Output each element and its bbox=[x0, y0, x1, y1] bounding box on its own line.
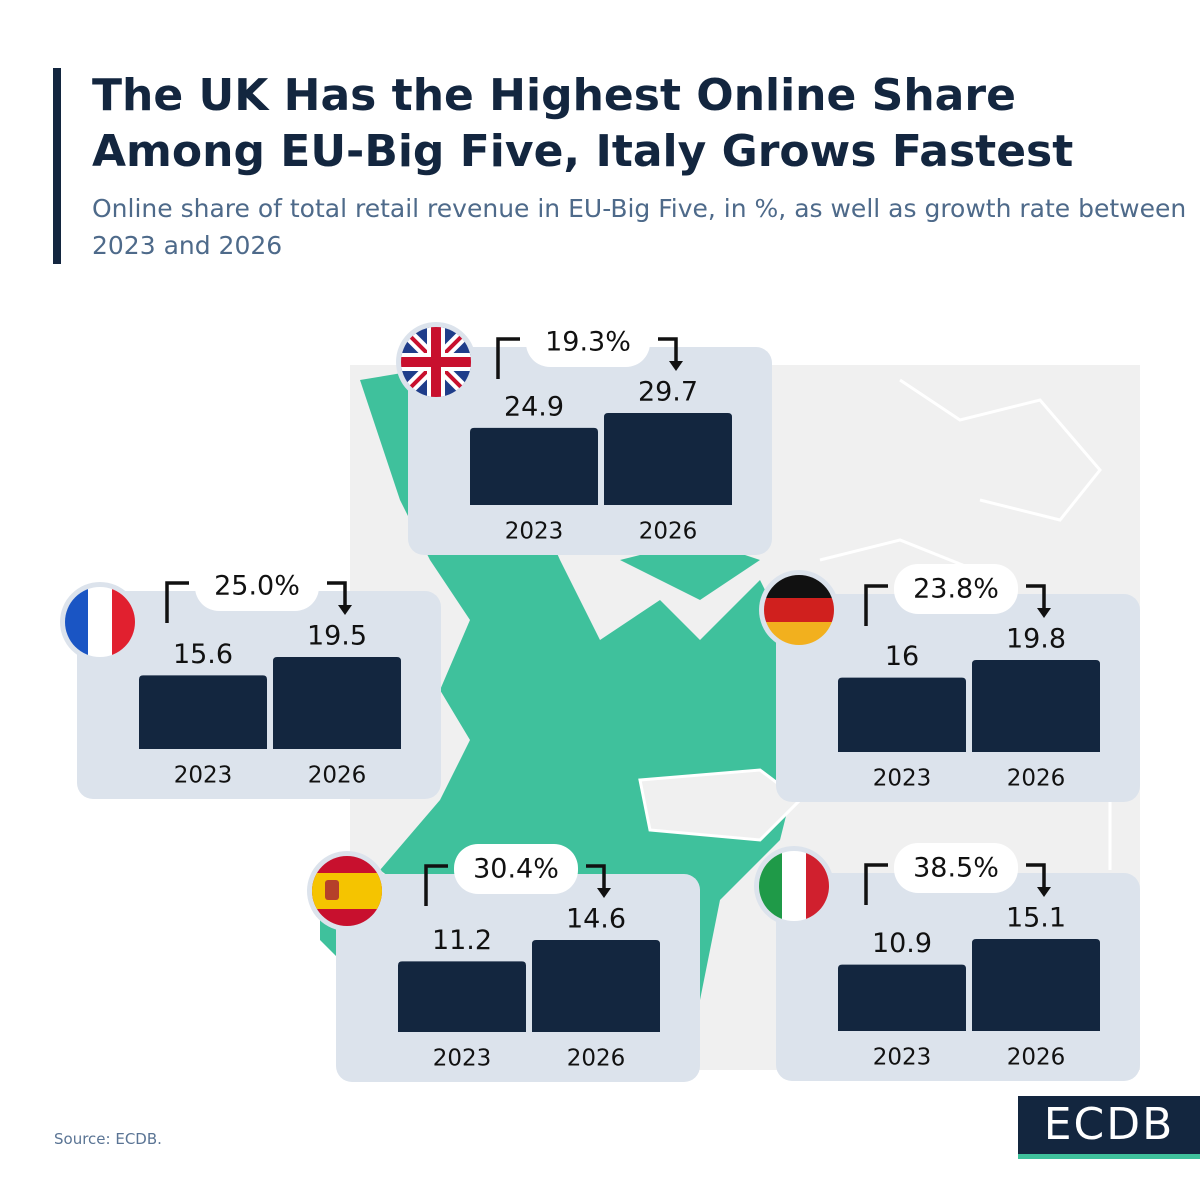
growth-arrow bbox=[338, 605, 352, 615]
value-label: 19.8 bbox=[1006, 624, 1066, 655]
growth-bracket bbox=[864, 863, 1046, 905]
value-label: 14.6 bbox=[566, 904, 626, 935]
value-label: 15.6 bbox=[173, 639, 233, 670]
x-tick-label: 2023 bbox=[505, 519, 564, 545]
x-tick-label: 2023 bbox=[433, 1046, 492, 1072]
title: The UK Has the Highest Online Share Amon… bbox=[92, 70, 1074, 177]
value-label: 15.1 bbox=[1006, 903, 1066, 934]
bar bbox=[532, 940, 660, 1032]
growth-pill bbox=[526, 317, 650, 367]
growth-label: 19.3% bbox=[545, 327, 631, 358]
growth-arrow bbox=[1037, 608, 1051, 618]
bar bbox=[398, 961, 526, 1032]
flag-spain bbox=[307, 851, 387, 931]
bar bbox=[139, 675, 267, 749]
bar bbox=[972, 660, 1100, 752]
growth-arrow bbox=[1037, 887, 1051, 897]
source: Source: ECDB. bbox=[54, 1130, 162, 1148]
bar bbox=[838, 677, 966, 752]
bar bbox=[972, 939, 1100, 1031]
growth-bracket bbox=[496, 337, 678, 379]
x-tick-label: 2026 bbox=[639, 519, 698, 545]
flag-france bbox=[60, 582, 140, 662]
value-label: 16 bbox=[885, 641, 919, 672]
growth-bracket bbox=[424, 864, 606, 906]
flag-germany bbox=[759, 570, 839, 650]
x-tick-label: 2023 bbox=[174, 763, 233, 789]
flag-uk bbox=[396, 322, 476, 402]
growth-bracket bbox=[864, 584, 1046, 626]
growth-pill bbox=[195, 561, 319, 611]
x-tick-label: 2026 bbox=[308, 763, 367, 789]
value-label: 10.9 bbox=[872, 928, 932, 959]
bar bbox=[470, 427, 598, 505]
flag-italy bbox=[754, 846, 834, 926]
bar bbox=[273, 657, 401, 749]
x-tick-label: 2026 bbox=[1007, 1045, 1066, 1071]
subtitle: Online share of total retail revenue in … bbox=[92, 194, 1187, 260]
growth-arrow bbox=[597, 888, 611, 898]
value-label: 24.9 bbox=[504, 391, 564, 422]
growth-bracket bbox=[165, 581, 347, 623]
bar bbox=[838, 964, 966, 1031]
growth-pill bbox=[894, 564, 1018, 614]
x-tick-label: 2023 bbox=[873, 766, 932, 792]
cards: 19.3% 24.9 2023 29.7 2026 25.0% 15.6 2023 19.5 20… bbox=[77, 317, 1140, 1082]
growth-pill bbox=[454, 844, 578, 894]
growth-label: 23.8% bbox=[913, 574, 999, 605]
x-tick-label: 2026 bbox=[567, 1046, 626, 1072]
growth-label: 38.5% bbox=[913, 853, 999, 884]
value-label: 29.7 bbox=[638, 377, 698, 408]
x-tick-label: 2023 bbox=[873, 1045, 932, 1071]
x-tick-label: 2026 bbox=[1007, 766, 1066, 792]
value-label: 19.5 bbox=[307, 621, 367, 652]
growth-pill bbox=[894, 843, 1018, 893]
growth-arrow bbox=[669, 361, 683, 371]
bar bbox=[604, 413, 732, 505]
growth-label: 25.0% bbox=[214, 571, 300, 602]
growth-label: 30.4% bbox=[473, 854, 559, 885]
value-label: 11.2 bbox=[432, 925, 492, 956]
logo: ECDB bbox=[1018, 1096, 1200, 1159]
header: The UK Has the Highest Online Share Amon… bbox=[53, 68, 1200, 264]
